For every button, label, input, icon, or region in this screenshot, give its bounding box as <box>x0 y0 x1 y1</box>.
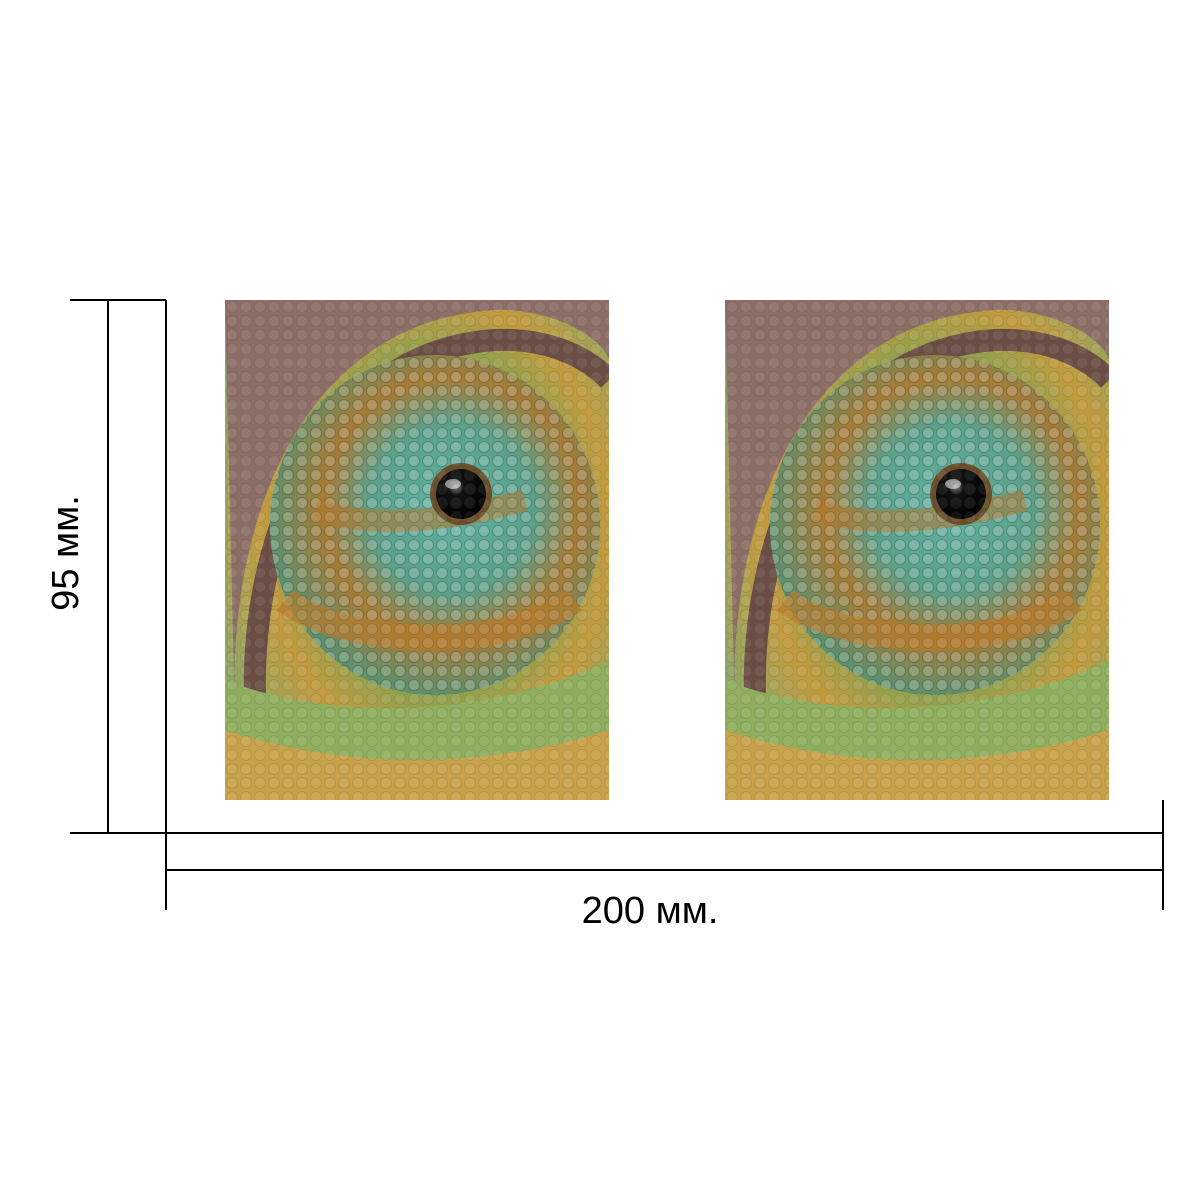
chameleon-eye-image <box>725 300 1109 800</box>
height-dimension-label: 95 мм. <box>45 495 87 611</box>
width-dimension-label: 200 мм. <box>581 890 719 932</box>
chameleon-eye-photo-right <box>725 300 1109 800</box>
chameleon-eye-image <box>225 300 609 800</box>
chameleon-eye-photo-left <box>225 300 609 800</box>
